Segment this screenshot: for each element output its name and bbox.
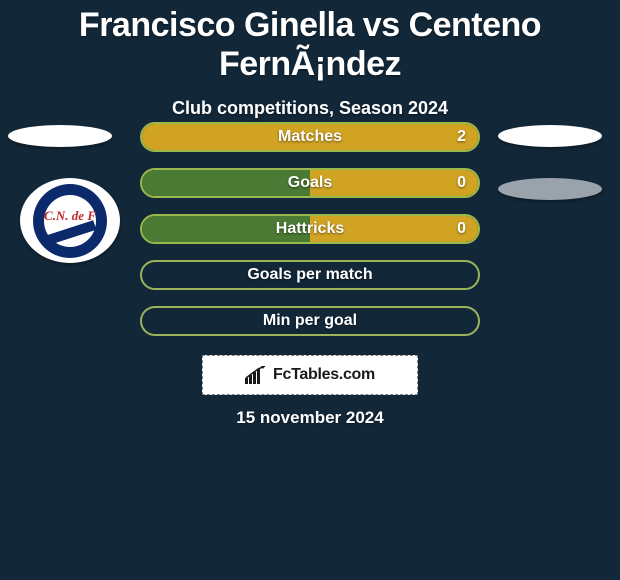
subtitle: Club competitions, Season 2024 bbox=[0, 98, 620, 119]
source-badge: FcTables.com bbox=[202, 355, 418, 395]
club-crest-left: C.N. de F bbox=[20, 178, 120, 263]
stat-value-right: 2 bbox=[457, 128, 466, 146]
marker-ellipse-left bbox=[8, 125, 112, 147]
stat-row: Min per goal bbox=[140, 306, 480, 336]
stat-label: Min per goal bbox=[263, 312, 357, 330]
stat-label: Goals per match bbox=[247, 266, 372, 284]
stat-row: Matches 2 bbox=[140, 122, 480, 152]
stat-value-right: 0 bbox=[457, 220, 466, 238]
marker-ellipse-right bbox=[498, 178, 602, 200]
page-title: Francisco Ginella vs Centeno FernÃ¡ndez bbox=[0, 0, 620, 84]
source-badge-text: FcTables.com bbox=[273, 366, 375, 384]
stat-label: Matches bbox=[278, 128, 342, 146]
stat-row: Goals 0 bbox=[140, 168, 480, 198]
stat-bar-left bbox=[142, 170, 310, 196]
stat-label: Goals bbox=[288, 174, 332, 192]
marker-ellipse-right bbox=[498, 125, 602, 147]
stat-value-right: 0 bbox=[457, 174, 466, 192]
stat-label: Hattricks bbox=[276, 220, 344, 238]
stat-bar-right bbox=[310, 170, 478, 196]
stat-row: Goals per match bbox=[140, 260, 480, 290]
stat-row: Hattricks 0 bbox=[140, 214, 480, 244]
svg-text:C.N. de F: C.N. de F bbox=[44, 208, 96, 223]
bars-icon bbox=[245, 366, 267, 384]
club-crest-icon: C.N. de F bbox=[31, 182, 109, 260]
date-label: 15 november 2024 bbox=[0, 408, 620, 428]
stats-panel: Matches 2 Goals 0 Hattricks 0 Goals per match M… bbox=[140, 122, 480, 352]
